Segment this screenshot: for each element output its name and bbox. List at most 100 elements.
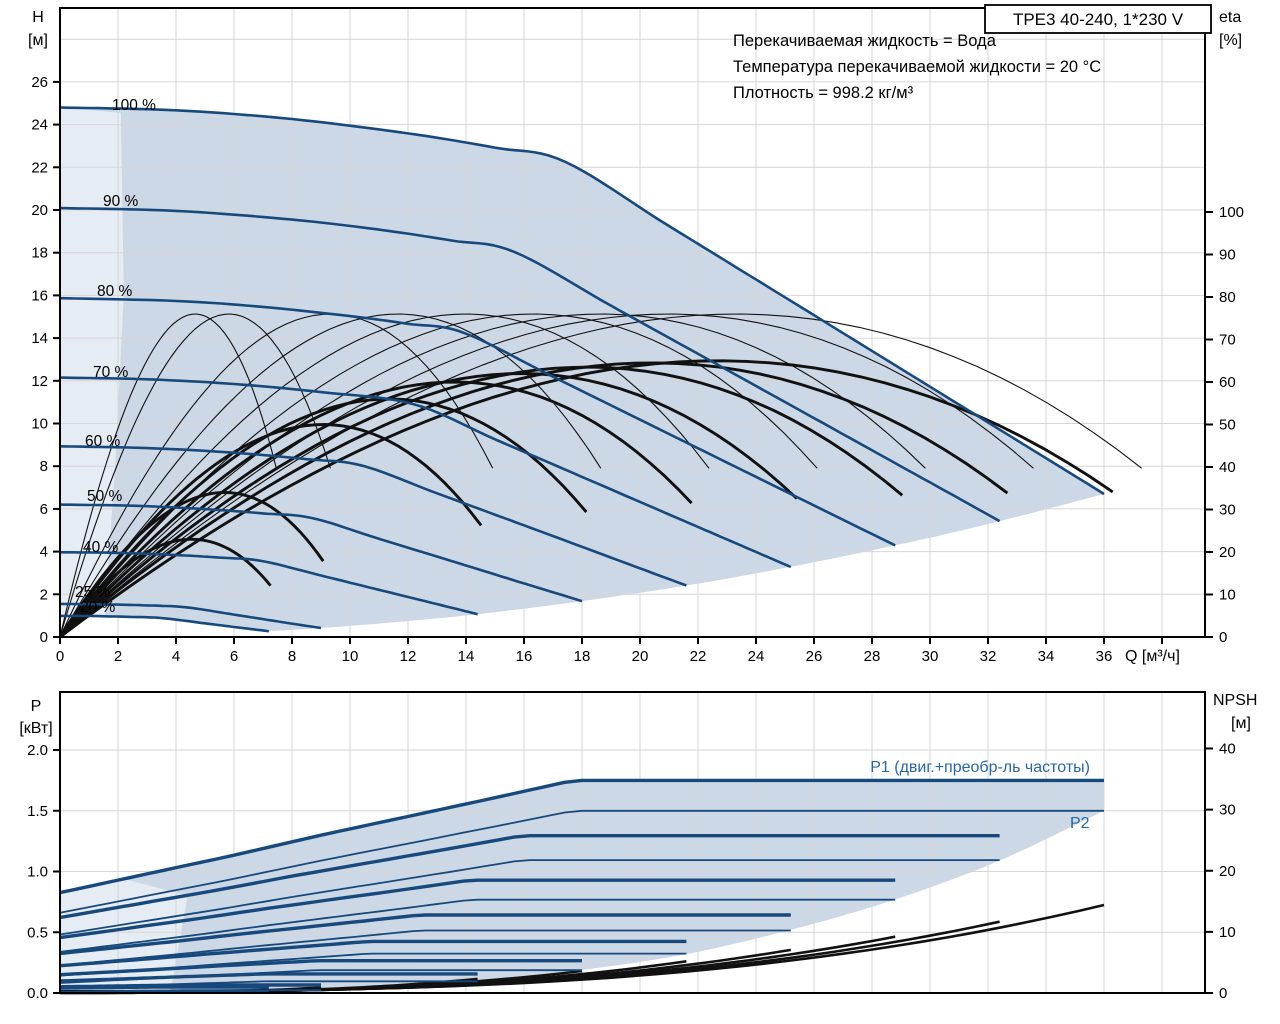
q-tick-label: 34 [1038, 648, 1055, 665]
h-tick-label: 4 [40, 544, 48, 561]
eta-axis-title: eta [1219, 9, 1241, 26]
h-tick-label: 0 [40, 629, 48, 646]
eta-pump-curve-1 [59, 313, 1034, 638]
q-tick-label: 4 [172, 648, 180, 665]
p-tick-label: 1.5 [27, 803, 48, 820]
h-tick-label: 8 [40, 458, 48, 475]
q-tick-label: 24 [748, 648, 765, 665]
h-tick-label: 10 [31, 416, 48, 433]
speed-label-6: 40 % [83, 539, 119, 556]
eta-pump-curve-7 [59, 313, 331, 638]
npsh-tick-label: 20 [1219, 863, 1236, 880]
eta-pump-curve-6 [59, 313, 494, 638]
q-tick-label: 20 [632, 648, 649, 665]
q-tick-label: 10 [342, 648, 359, 665]
bottom-axes [53, 691, 1213, 994]
p1-curve-5 [59, 959, 582, 977]
p1-curve-3 [59, 913, 791, 956]
h-tick-label: 20 [31, 202, 48, 219]
hq-chart: 100 %90 %80 %70 %60 %50 %40 %25 %20 %0 2 4… [31, 7, 1244, 665]
p1-curve-8 [60, 985, 269, 990]
q-tick-label: 32 [980, 648, 997, 665]
top-axes [53, 7, 1213, 644]
p1-curve-2 [59, 878, 896, 940]
p-tick-label: 0.0 [27, 985, 48, 1002]
power-npsh-chart: 0.0 0.5 1.0 1.5 2.0 0 10 20 30 40 [27, 691, 1236, 1002]
pump-curve-20 [60, 614, 269, 633]
pump-type-title: TPE3 40-240, 1*230 V [1013, 10, 1184, 29]
eta-total-curve-1 [59, 361, 1009, 639]
info-line-fluid: Перекачиваемая жидкость = Вода [733, 32, 997, 50]
h-tick-label: 16 [31, 287, 48, 304]
pump-type-box [984, 4, 1212, 34]
q-tick-label: 28 [864, 648, 881, 665]
h-axis-unit: [м] [28, 32, 48, 49]
q-tick-label: 26 [806, 648, 823, 665]
p-axis-unit: [кВт] [19, 720, 52, 737]
speed-label-0: 100 % [112, 97, 156, 114]
q-tick-label: 0 [56, 648, 64, 665]
speed-label-1: 90 % [103, 193, 139, 210]
p1-curve-label: P1 (двиг.+преобр-ль частоты) [870, 759, 1090, 776]
eta-total-curve-4 [58, 380, 693, 638]
p-axis-title: P [31, 698, 42, 715]
p1-curve-6 [59, 972, 478, 983]
q-tick-label: 2 [114, 648, 122, 665]
pump-curve-80 [59, 296, 896, 547]
eta-total-curve-2 [59, 365, 904, 639]
p-tick-label: 2.0 [27, 742, 48, 759]
npsh-axis-title: NPSH [1213, 692, 1257, 709]
p2-curve-label: P2 [1070, 815, 1090, 832]
npsh-tick-label: 30 [1219, 802, 1236, 819]
h-tick-label: 22 [31, 159, 48, 176]
p2-curve-0 [59, 809, 1104, 914]
h-tick-label: 6 [40, 501, 48, 518]
speed-label-4: 60 % [85, 433, 121, 450]
generated-chart-layers: 100 %90 %80 %70 %60 %50 %40 %25 %20 %0 2 4… [27, 7, 1244, 1002]
pump-curve-25 [60, 602, 322, 630]
p1-curve-0 [59, 778, 1104, 895]
npsh-axis-unit: [м] [1231, 715, 1251, 732]
pump-curve-40 [59, 550, 478, 616]
eta-total-curve-8 [58, 537, 272, 638]
npsh-tick-label: 40 [1219, 741, 1236, 758]
eta-pump-curve-0 [59, 313, 1143, 638]
p-tick-label: 0.5 [27, 924, 48, 941]
h-axis-title: H [32, 9, 44, 26]
q-tick-label: 12 [400, 648, 417, 665]
eta-tick-label: 20 [1219, 544, 1236, 561]
speed-label-5: 50 % [87, 488, 123, 505]
eta-total-curve-0 [59, 359, 1114, 639]
eta-tick-label: 70 [1219, 332, 1236, 349]
info-line-density: Плотность = 998.2 кг/м³ [733, 84, 914, 102]
pump-curve-90 [59, 206, 1001, 523]
q-tick-label: 30 [922, 648, 939, 665]
p2-curve-2 [59, 898, 896, 953]
speed-label-3: 70 % [93, 364, 129, 381]
eta-tick-label: 50 [1219, 417, 1236, 434]
pump-curve-100 [59, 106, 1105, 496]
h-tick-label: 26 [31, 74, 48, 91]
q-tick-label: 16 [516, 648, 533, 665]
p2-curve-3 [59, 929, 791, 967]
h-tick-label: 12 [31, 373, 48, 390]
eta-total-curve-7 [58, 491, 325, 638]
pump-curve-70 [59, 376, 792, 569]
eta-tick-label: 60 [1219, 374, 1236, 391]
q-tick-label: 22 [690, 648, 707, 665]
npsh-tick-label: 0 [1219, 985, 1227, 1002]
eta-pump-curve-8 [59, 313, 277, 638]
p1-curve-1 [59, 834, 1000, 920]
eta-pump-curve-2 [59, 313, 926, 638]
pump-curve-50 [59, 503, 583, 603]
h-tick-label: 24 [31, 117, 48, 134]
npsh-tick-label: 10 [1219, 924, 1236, 941]
h-tick-label: 2 [40, 586, 48, 603]
p1-curve-4 [59, 939, 687, 968]
p-tick-label: 1.0 [27, 864, 48, 881]
q-axis-title: Q [м³/ч] [1125, 648, 1180, 665]
eta-tick-label: 10 [1219, 587, 1236, 604]
speed-label-7: 25 % [75, 584, 111, 601]
